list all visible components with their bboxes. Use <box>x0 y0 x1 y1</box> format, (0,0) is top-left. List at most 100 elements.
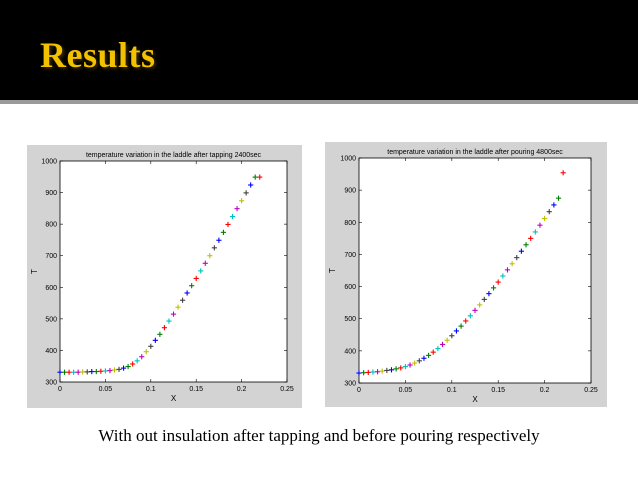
data-point <box>467 313 473 319</box>
data-point <box>148 343 154 349</box>
y-tick-label: 800 <box>45 222 57 229</box>
data-point <box>416 358 422 364</box>
y-tick-label: 300 <box>45 380 57 387</box>
data-point <box>444 337 450 343</box>
data-point <box>374 369 381 375</box>
data-point <box>407 362 413 368</box>
data-point <box>143 349 149 355</box>
data-point <box>175 304 181 310</box>
data-point <box>234 206 240 212</box>
chart-title: temperature variation in the laddle afte… <box>86 152 262 159</box>
data-point <box>257 174 263 180</box>
data-point <box>398 365 404 371</box>
x-tick-label: 0.1 <box>447 387 457 394</box>
data-point <box>555 195 562 201</box>
data-point <box>523 242 529 248</box>
data-point <box>170 311 177 317</box>
data-point <box>477 302 483 308</box>
data-point <box>179 297 186 303</box>
x-tick-label: 0.25 <box>280 386 294 393</box>
data-point <box>98 368 104 374</box>
y-tick-label: 600 <box>45 285 57 292</box>
y-tick-label: 1000 <box>340 156 356 163</box>
data-point <box>216 237 222 243</box>
data-point <box>252 174 258 180</box>
data-point <box>61 369 68 375</box>
data-point <box>71 369 77 375</box>
data-point <box>388 367 395 373</box>
data-point <box>514 255 520 261</box>
data-point <box>463 318 469 324</box>
data-point <box>134 358 140 364</box>
data-point <box>220 229 227 235</box>
data-point <box>439 341 446 348</box>
data-point <box>435 346 441 352</box>
x-tick-label: 0.05 <box>99 386 113 393</box>
data-point <box>421 355 427 361</box>
y-tick-label: 800 <box>344 220 356 227</box>
data-point <box>379 368 385 374</box>
data-point <box>384 367 390 374</box>
data-point <box>57 369 63 375</box>
data-point <box>139 354 145 360</box>
data-point <box>551 202 557 208</box>
y-tick-label: 300 <box>344 381 356 388</box>
plot-area <box>59 160 288 383</box>
y-tick-label: 500 <box>344 316 356 323</box>
data-point <box>198 268 204 274</box>
data-point <box>402 364 408 370</box>
data-point <box>207 253 213 259</box>
y-tick-label: 400 <box>344 348 356 355</box>
y-tick-label: 500 <box>45 316 57 323</box>
data-point <box>111 367 118 373</box>
data-point <box>93 368 99 375</box>
data-point <box>481 296 487 303</box>
x-axis-label: X <box>472 395 478 404</box>
data-point <box>560 170 566 176</box>
data-point <box>202 260 208 266</box>
data-point <box>430 349 436 355</box>
data-point <box>500 273 506 279</box>
data-point <box>125 363 131 370</box>
data-point <box>211 245 217 251</box>
data-point <box>243 190 249 196</box>
data-point <box>80 369 86 375</box>
x-tick-label: 0.15 <box>491 387 505 394</box>
data-point <box>370 369 376 375</box>
y-tick-label: 1000 <box>41 159 57 166</box>
data-point <box>184 290 190 296</box>
data-point <box>120 365 127 371</box>
x-tick-label: 0.05 <box>399 387 413 394</box>
y-tick-label: 600 <box>344 284 356 291</box>
slide-header: Results <box>0 0 638 104</box>
data-point <box>393 366 399 372</box>
data-point <box>84 369 90 375</box>
data-point <box>225 221 231 228</box>
data-point <box>486 291 492 297</box>
data-point <box>546 209 552 215</box>
y-tick-label: 900 <box>344 188 356 195</box>
data-point <box>518 248 524 254</box>
data-point <box>189 283 195 289</box>
data-point <box>365 369 371 375</box>
data-point <box>528 235 534 241</box>
slide-title: Results <box>40 35 156 75</box>
data-point <box>542 215 548 222</box>
chart-right: temperature variation in the laddle afte… <box>328 149 598 404</box>
data-point <box>102 368 108 374</box>
slide-caption: With out insulation after tapping and be… <box>98 426 540 445</box>
data-point <box>152 337 158 343</box>
data-point <box>116 366 122 372</box>
data-point <box>458 323 464 329</box>
data-point <box>166 318 172 324</box>
plot-panel-right: temperature variation in the laddle afte… <box>325 142 607 407</box>
x-tick-label: 0 <box>58 386 62 393</box>
data-point <box>426 352 432 358</box>
data-point <box>248 182 254 188</box>
data-point <box>495 279 501 285</box>
y-tick-label: 400 <box>45 348 57 355</box>
x-tick-label: 0 <box>357 387 361 394</box>
data-point <box>509 261 515 267</box>
data-point <box>75 369 81 375</box>
data-point <box>229 213 236 220</box>
